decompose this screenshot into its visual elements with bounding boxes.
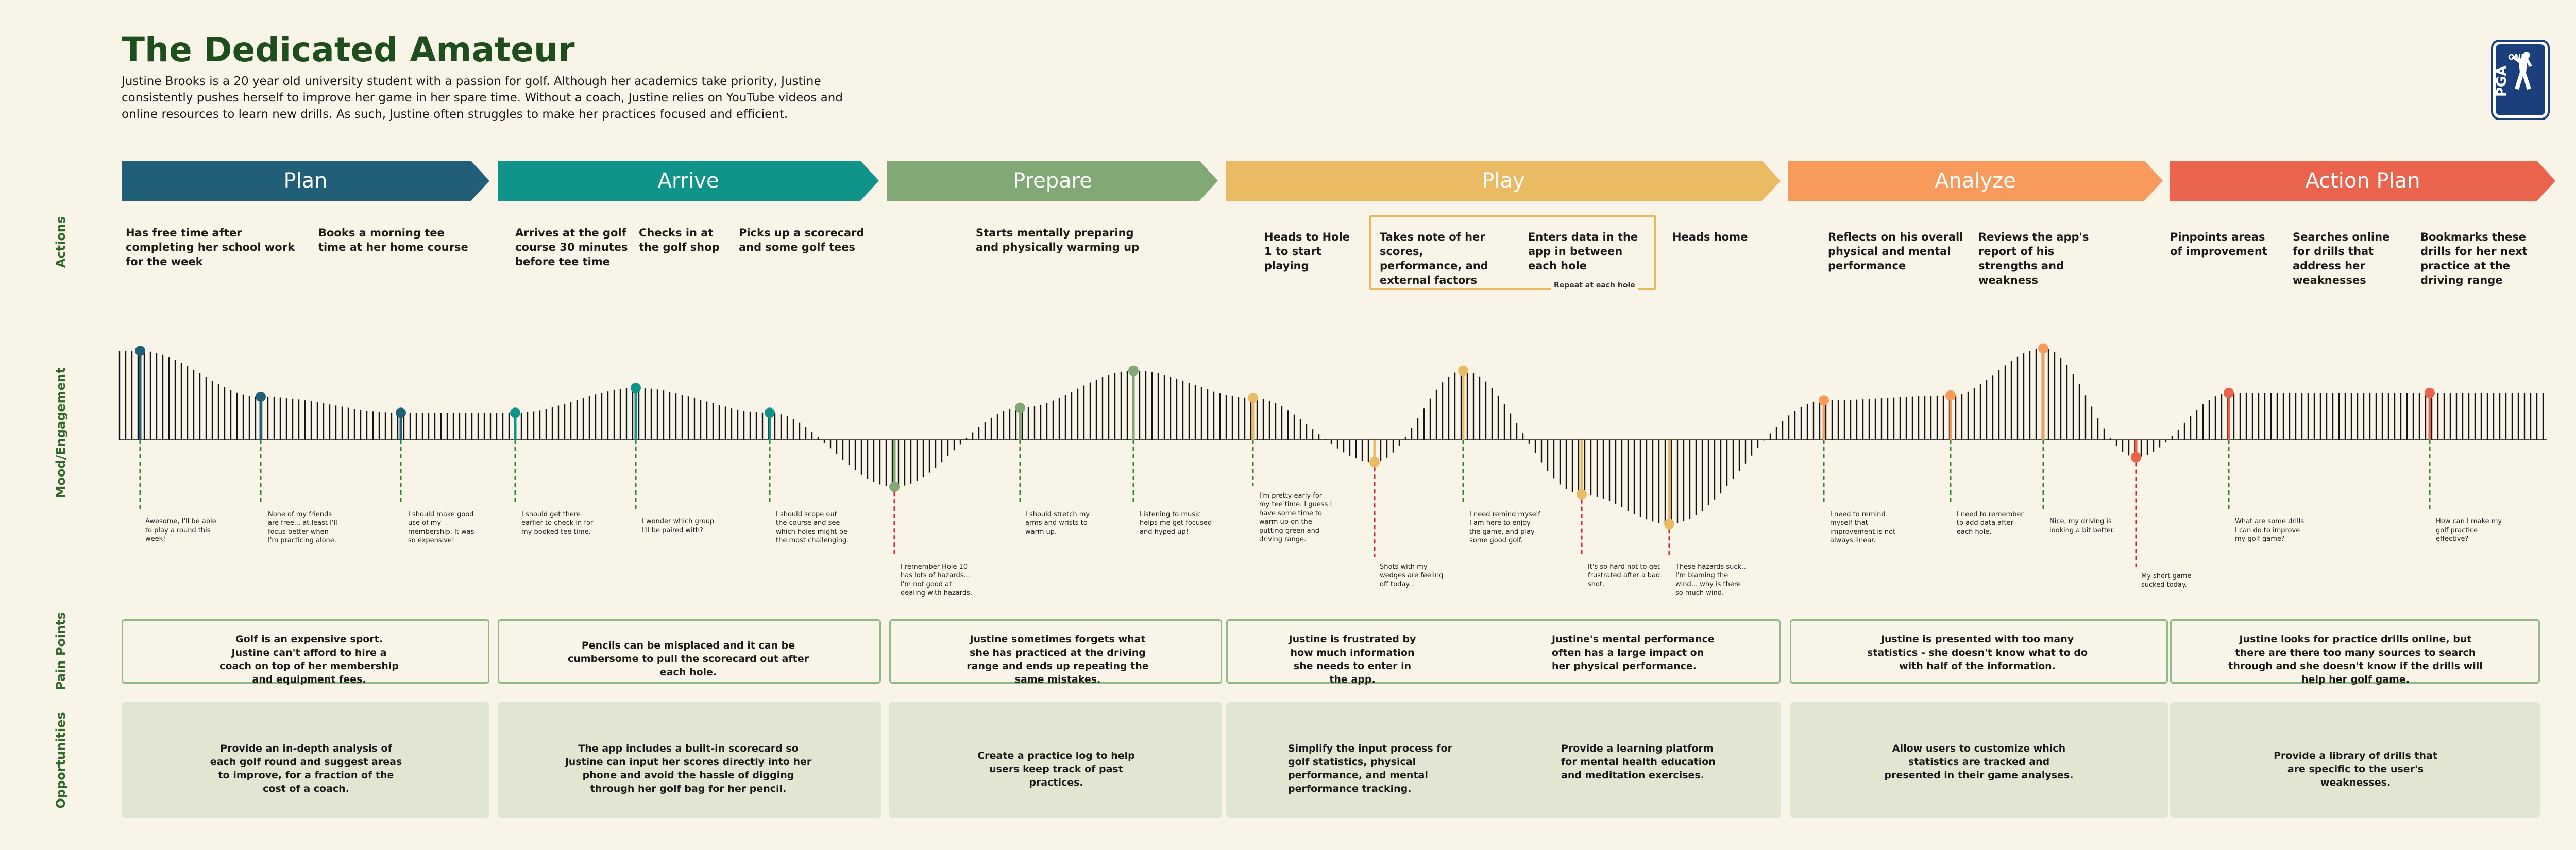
action-item: Checks in at the golf shop	[639, 227, 720, 253]
repeat-label: Repeat at each hole	[1551, 281, 1638, 290]
opportunity-text: Simplify the input process for golf stat…	[1288, 743, 1452, 794]
moment-quote: Awesome, I'll be able to play a round th…	[145, 518, 216, 543]
moment-quote: Listening to music helps me get focused …	[1140, 511, 1212, 536]
action-item: Starts mentally preparing and physically…	[976, 227, 1140, 253]
phase-action-plan: Action Plan	[2170, 161, 2555, 201]
moment-marker	[1248, 393, 1258, 403]
moment-quote: I should make good use of my membership.…	[408, 511, 474, 545]
moment-marker	[1128, 365, 1139, 376]
pain-point-text: Pencils can be misplaced and it can be c…	[568, 640, 809, 678]
svg-text:ONE: ONE	[2508, 53, 2527, 62]
action-item: Arrives at the golf course 30 minutes be…	[515, 227, 628, 268]
pain-point-text: Justine looks for practice drills online…	[2228, 634, 2483, 685]
action-item: Takes note of her scores, performance, a…	[1380, 231, 1488, 286]
action-item: Heads to Hole 1 to start playing	[1264, 231, 1350, 272]
moment-quote: I wonder which group I'll be paired with…	[642, 518, 715, 534]
moment-quote: I remember Hole 10 has lots of hazards..…	[901, 563, 973, 597]
action-item: Reflects on his overall physical and men…	[1828, 231, 1963, 272]
action-item: Enters data in the app in between each h…	[1528, 231, 1638, 272]
moment-marker	[1369, 457, 1380, 468]
opportunity-box-prepare	[889, 702, 1222, 818]
moment-marker	[1664, 519, 1674, 530]
moment-quote: I need to remember to add data after eac…	[1957, 511, 2024, 536]
action-item: Pinpoints areas of improvement	[2170, 231, 2267, 258]
opportunity-box-analyze	[1790, 702, 2168, 818]
moment-quote: I need remind myself I am here to enjoy …	[1469, 511, 1540, 545]
phase-play: Play	[1226, 161, 1781, 201]
moment-marker	[2425, 387, 2435, 398]
page-title: The Dedicated Amateur	[122, 30, 575, 70]
moment-quote: I'm pretty early for my tee time. I gues…	[1259, 492, 1332, 543]
opportunity-box-arrive	[498, 702, 881, 818]
moment-quote: What are some drills I can do to improve…	[2235, 518, 2304, 543]
moment-marker	[1577, 489, 1587, 500]
action-item: Books a morning tee time at her home cou…	[318, 227, 468, 253]
moment-marker	[396, 407, 406, 418]
pain-point-box-action-plan	[2170, 619, 2540, 684]
moment-marker	[2224, 387, 2234, 398]
moment-quote: I should stretch my arms and wrists to w…	[1025, 511, 1090, 536]
moment-marker	[256, 392, 266, 402]
pain-point-text: Justine's mental performance often has a…	[1552, 634, 1715, 672]
phase-arrive: Arrive	[498, 161, 879, 201]
moment-marker	[135, 346, 145, 356]
moment-quote: My short game sucked today.	[2141, 572, 2192, 589]
opportunity-text: The app includes a built-in scorecard so…	[565, 743, 812, 794]
pga-tour-logo: ONE PGA	[2491, 40, 2550, 120]
moment-marker	[765, 407, 775, 418]
action-item: Picks up a scorecard and some golf tees	[739, 227, 865, 253]
opportunity-text: Create a practice log to help users keep…	[977, 750, 1135, 788]
pain-point-box-plan	[122, 619, 489, 684]
pain-point-text: Justine is frustrated by how much inform…	[1289, 634, 1416, 685]
pain-point-text: Justine sometimes forgets what she has p…	[967, 634, 1149, 685]
repeat-group-box	[1369, 215, 1656, 290]
moment-quote: None of my friends are free... at least …	[268, 511, 337, 545]
moment-quote: How can I make my golf practice effectiv…	[2436, 518, 2502, 543]
moment-marker	[1819, 395, 1829, 406]
phase-plan: Plan	[122, 161, 489, 201]
action-item: Heads home	[1672, 231, 1748, 243]
phase-analyze: Analyze	[1788, 161, 2163, 201]
opportunity-box-plan	[122, 702, 489, 818]
action-item: Reviews the app's report of his strength…	[1978, 231, 2089, 286]
opportunity-text: Allow users to customize which statistic…	[1884, 743, 2074, 781]
moment-marker	[889, 482, 900, 492]
pain-point-box-play	[1226, 619, 1781, 684]
moment-quote: Nice, my driving is looking a bit better…	[2049, 518, 2115, 534]
moment-quote: I should get there earlier to check in f…	[521, 511, 594, 536]
opportunity-box-action-plan	[2170, 702, 2540, 818]
phase-prepare: Prepare	[887, 161, 1218, 201]
moment-marker	[2131, 452, 2141, 463]
pain-point-box-analyze	[1790, 619, 2168, 684]
opportunity-text: Provide an in-depth analysis of each gol…	[210, 743, 402, 794]
pain-point-box-arrive	[498, 619, 881, 684]
action-item: Searches online for drills that address …	[2293, 231, 2390, 286]
moment-quote: I need to remind myself that improvement…	[1830, 511, 1896, 545]
moment-quote: These hazards suck... I'm blaming the wi…	[1675, 563, 1748, 597]
moment-marker	[1458, 365, 1468, 376]
moment-quote: It's so hard not to get frustrated after…	[1588, 563, 1660, 588]
moment-marker	[1015, 402, 1025, 413]
moment-marker	[1945, 390, 1956, 401]
moment-quote: Shots with my wedges are feeling off tod…	[1380, 563, 1444, 588]
action-item: Has free time after completing her schoo…	[126, 227, 295, 268]
pain-point-text: Golf is an expensive sport. Justine can'…	[219, 634, 399, 685]
persona-description: Justine Brooks is a 20 year old universi…	[122, 75, 843, 121]
opportunity-text: Provide a learning platform for mental h…	[1561, 743, 1716, 781]
pain-point-text: Justine is presented with too many stati…	[1867, 634, 2088, 672]
moment-marker	[2038, 343, 2048, 354]
moment-marker	[631, 383, 641, 394]
action-item: Bookmarks these drills for her next prac…	[2420, 231, 2528, 286]
moment-marker	[510, 407, 520, 418]
opportunity-box-play	[1226, 702, 1781, 818]
moment-quote: I should scope out the course and see wh…	[776, 511, 849, 545]
opportunity-text: Provide a library of drills that are spe…	[2274, 750, 2437, 788]
svg-text:PGA: PGA	[2494, 65, 2510, 97]
pain-point-box-prepare	[889, 619, 1222, 684]
